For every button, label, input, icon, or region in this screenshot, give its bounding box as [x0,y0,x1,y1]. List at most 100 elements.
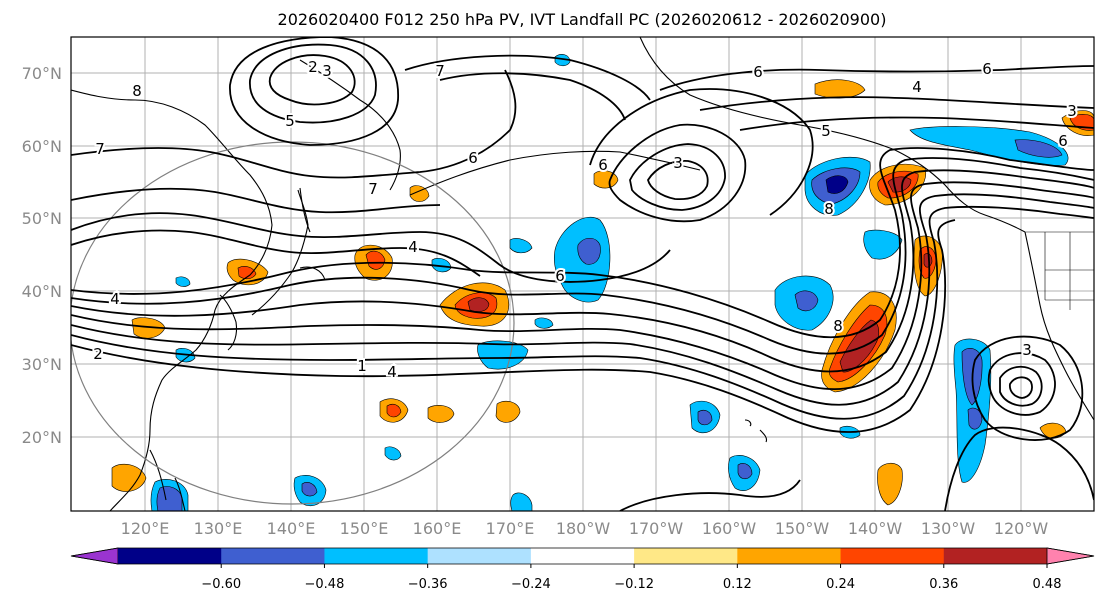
low-contour [229,37,399,146]
contour-value-label: 6 [598,156,608,174]
contour-value-label: 4 [912,78,922,96]
longitude-label: 120°W [994,519,1049,538]
cutoff-low [987,352,1056,416]
anomaly-blob-fill [1069,114,1094,131]
contour-value-label: 6 [1058,132,1068,150]
trough-contour [608,123,747,223]
colorbar-segment [530,548,635,564]
colorbar-extend-low [70,547,119,565]
colorbar-tick-label: 0.24 [826,577,855,592]
trough-contour [629,143,726,211]
jet-contour [71,193,1094,406]
anomaly-blob-fill [697,409,713,426]
colorbar-segment [324,548,429,564]
contour-value-label: 6 [468,149,478,167]
longitude-label: 160°W [702,519,757,538]
anomaly-blob-fill [577,237,601,265]
upper-contour [439,72,626,121]
colorbar: −0.60 −0.48 −0.36 −0.24 −0.12 0.12 0.24 0.36 0.4… [70,547,1095,592]
colorbar-tick-label: −0.48 [305,577,345,592]
longitude-label: 170°E [486,519,535,538]
colorbar-tick-label: −0.60 [201,577,241,592]
contour-value-label: 6 [753,63,763,81]
coastline-philippines [149,449,186,511]
colorbar-tick-label: −0.12 [614,577,654,592]
map-frame [70,36,1095,512]
colorbar-tick-label: 0.12 [723,577,752,592]
anomaly-blob-fill [825,175,849,194]
anomaly-blob-fill [237,266,257,280]
anomaly-blob-fill [386,403,402,418]
anomaly-blob-fill [814,79,866,99]
anomaly-blob-fill [877,462,903,506]
longitude-label: 130°E [194,519,243,538]
longitude-label: 160°E [413,519,462,538]
contour-labels: 8 7 4 3 5 7 4 6 2 1 4 2 6 7 3 6 6 5 6 8 8 3 6 4 3 [91,56,1079,383]
jet-contour [71,157,1094,355]
jet-contour [71,205,1094,420]
jet-contour [71,181,1094,391]
latitude-label: 70°N [22,64,62,83]
colorbar-tick-label: 0.36 [929,577,958,592]
coastline-hawaii [744,419,768,443]
anomaly-blob-fill [909,126,1069,166]
upper-contour [739,116,1094,131]
colorbar-tick-label: −0.36 [408,577,448,592]
anomaly-blob-fill [427,405,455,423]
contour-north [71,187,441,214]
contour-value-label: 6 [555,267,565,285]
anomaly-blob-fill [301,482,318,497]
latitude-label: 50°N [22,209,62,228]
colorbar-tick-label: 0.48 [1033,577,1062,592]
longitude-label: 120°E [121,519,170,538]
latitude-labels: 70°N 60°N 50°N 40°N 30°N 20°N [22,64,62,447]
cutoff-low [1009,376,1033,399]
coastline-alaska [639,37,1026,233]
pv-contours [71,37,1094,511]
contour-value-label: 7 [435,62,445,80]
anomaly-blob-fill [1014,139,1063,158]
coastline-aleutians [409,150,701,196]
colorbar-segment [737,548,842,564]
coastline-na-west [1024,231,1094,421]
anomaly-blob-fill [477,340,529,370]
contour-value-label: 4 [408,238,418,256]
anomaly-blob-fill [467,297,490,312]
longitude-label: 150°E [340,519,389,538]
border-us-states [1044,232,1094,310]
colorbar-extend-high [1046,547,1095,565]
anomaly-blob-fill [534,317,554,329]
upper-contour [659,65,1094,91]
latitude-label: 30°N [22,355,62,374]
colorbar-outline [70,547,1095,565]
low-contour [268,54,356,106]
colorbar-tick-label: −0.24 [511,577,551,592]
longitude-label: 140°E [267,519,316,538]
contour-value-label: 5 [285,112,295,130]
contour-north [71,69,517,179]
low-contour [249,43,377,124]
trough-contour [647,160,709,201]
longitude-label: 170°W [629,519,684,538]
longitude-label: 140°W [848,519,903,538]
anomaly-blob-fill [510,492,533,511]
contour-value-label: 4 [387,363,397,381]
jet-contour [71,147,1094,339]
latitude-label: 40°N [22,282,62,301]
map-content: 8 7 4 3 5 7 4 6 2 1 4 2 6 7 3 6 6 5 6 8 8 3 6 4 3 [71,37,1094,511]
anomaly-blob-fill [111,463,147,492]
colorbar-segment [427,548,532,564]
anomaly-blob-fill [384,446,402,461]
contour-value-label: 8 [833,317,843,335]
contour-value-label: 1 [357,357,367,375]
contour-value-label: 7 [368,180,378,198]
anomaly-blob-fill [409,185,430,202]
contour-value-label: 4 [110,290,120,308]
colorbar-segment [840,548,945,564]
anomaly-blob-fill [175,276,191,287]
contour-value-label: 5 [821,122,831,140]
jet-contour [71,169,1094,373]
colorbar-segment [943,548,1048,564]
longitude-labels: 120°E 130°E 140°E 150°E 160°E 170°E 180°W 170°W… [121,519,1049,538]
